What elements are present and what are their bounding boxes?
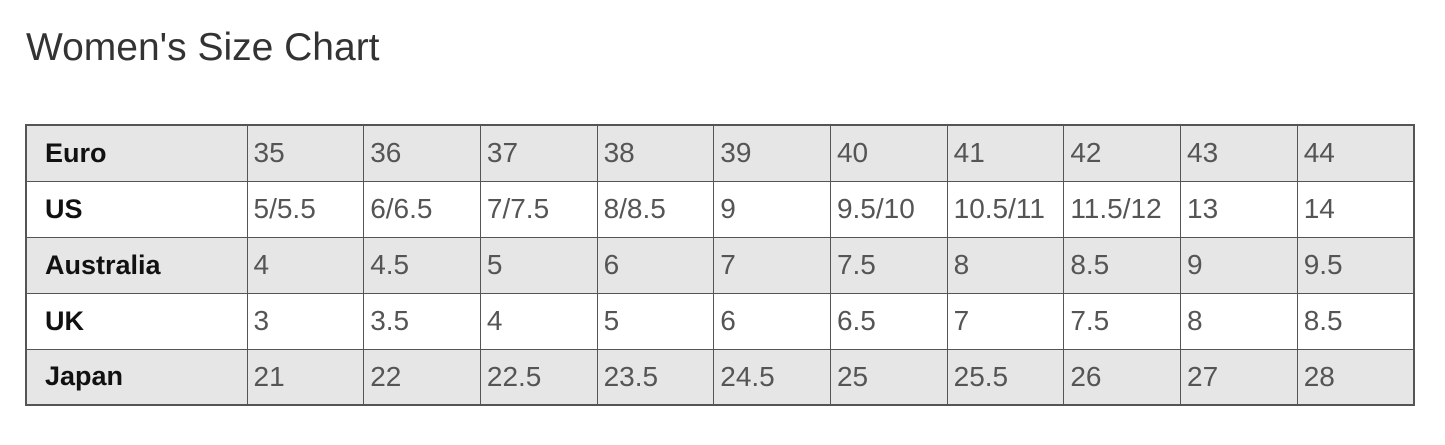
table-cell: 5 [479, 236, 598, 294]
table-cell: 8.5 [1296, 292, 1415, 350]
table-cell: 9.5 [1296, 236, 1415, 294]
table-cell: 43 [1180, 124, 1298, 182]
table-cell: 9 [1180, 236, 1298, 294]
table-cell: 41 [946, 124, 1065, 182]
table-cell: 39 [713, 124, 831, 182]
table-cell: 22 [363, 348, 481, 406]
table-cell: 13 [1180, 180, 1298, 238]
table-cell: 4.5 [363, 236, 481, 294]
row-label: Japan [25, 348, 248, 406]
table-cell: 8.5 [1063, 236, 1181, 294]
table-row-us: US 5/5.5 6/6.5 7/7.5 8/8.5 9 9.5/10 10.5/11 11.5… [25, 180, 1415, 238]
table-cell: 6 [713, 292, 831, 350]
table-cell: 6/6.5 [363, 180, 481, 238]
table-cell: 22.5 [479, 348, 598, 406]
table-row-japan: Japan 21 22 22.5 23.5 24.5 25 25.5 26 27 28 [25, 348, 1415, 406]
table-cell: 7 [946, 292, 1065, 350]
table-cell: 38 [596, 124, 715, 182]
row-label: Australia [25, 236, 248, 294]
table-cell: 6 [596, 236, 715, 294]
table-cell: 10.5/11 [946, 180, 1065, 238]
table-cell: 7.5 [1063, 292, 1181, 350]
table-cell: 23.5 [596, 348, 715, 406]
row-label: US [25, 180, 248, 238]
table-cell: 9.5/10 [829, 180, 948, 238]
table-cell: 37 [479, 124, 598, 182]
table-cell: 8 [1180, 292, 1298, 350]
row-label: UK [25, 292, 248, 350]
table-cell: 11.5/12 [1063, 180, 1181, 238]
table-cell: 24.5 [713, 348, 831, 406]
table-cell: 28 [1296, 348, 1415, 406]
table-cell: 6.5 [829, 292, 948, 350]
size-chart-table: Euro 35 36 37 38 39 40 41 42 43 44 US 5/5.5 6/6.5 7/7.… [25, 124, 1415, 406]
table-cell: 25.5 [946, 348, 1065, 406]
table-cell: 4 [246, 236, 365, 294]
table-cell: 8 [946, 236, 1065, 294]
table-row-uk: UK 3 3.5 4 5 6 6.5 7 7.5 8 8.5 [25, 292, 1415, 350]
table-cell: 7/7.5 [479, 180, 598, 238]
table-cell: 5 [596, 292, 715, 350]
table-cell: 25 [829, 348, 948, 406]
table-cell: 14 [1296, 180, 1415, 238]
table-cell: 8/8.5 [596, 180, 715, 238]
table-cell: 26 [1063, 348, 1181, 406]
table-cell: 7.5 [829, 236, 948, 294]
table-cell: 7 [713, 236, 831, 294]
table-cell: 3.5 [363, 292, 481, 350]
table-row-australia: Australia 4 4.5 5 6 7 7.5 8 8.5 9 9.5 [25, 236, 1415, 294]
table-cell: 35 [246, 124, 365, 182]
table-cell: 40 [829, 124, 948, 182]
table-cell: 4 [479, 292, 598, 350]
table-row-euro: Euro 35 36 37 38 39 40 41 42 43 44 [25, 124, 1415, 182]
page-title: Women's Size Chart [26, 26, 380, 69]
table-cell: 27 [1180, 348, 1298, 406]
table-cell: 21 [246, 348, 365, 406]
table-cell: 44 [1296, 124, 1415, 182]
table-cell: 36 [363, 124, 481, 182]
table-cell: 42 [1063, 124, 1181, 182]
row-label: Euro [25, 124, 248, 182]
table-cell: 5/5.5 [246, 180, 365, 238]
table-cell: 3 [246, 292, 365, 350]
table-cell: 9 [713, 180, 831, 238]
